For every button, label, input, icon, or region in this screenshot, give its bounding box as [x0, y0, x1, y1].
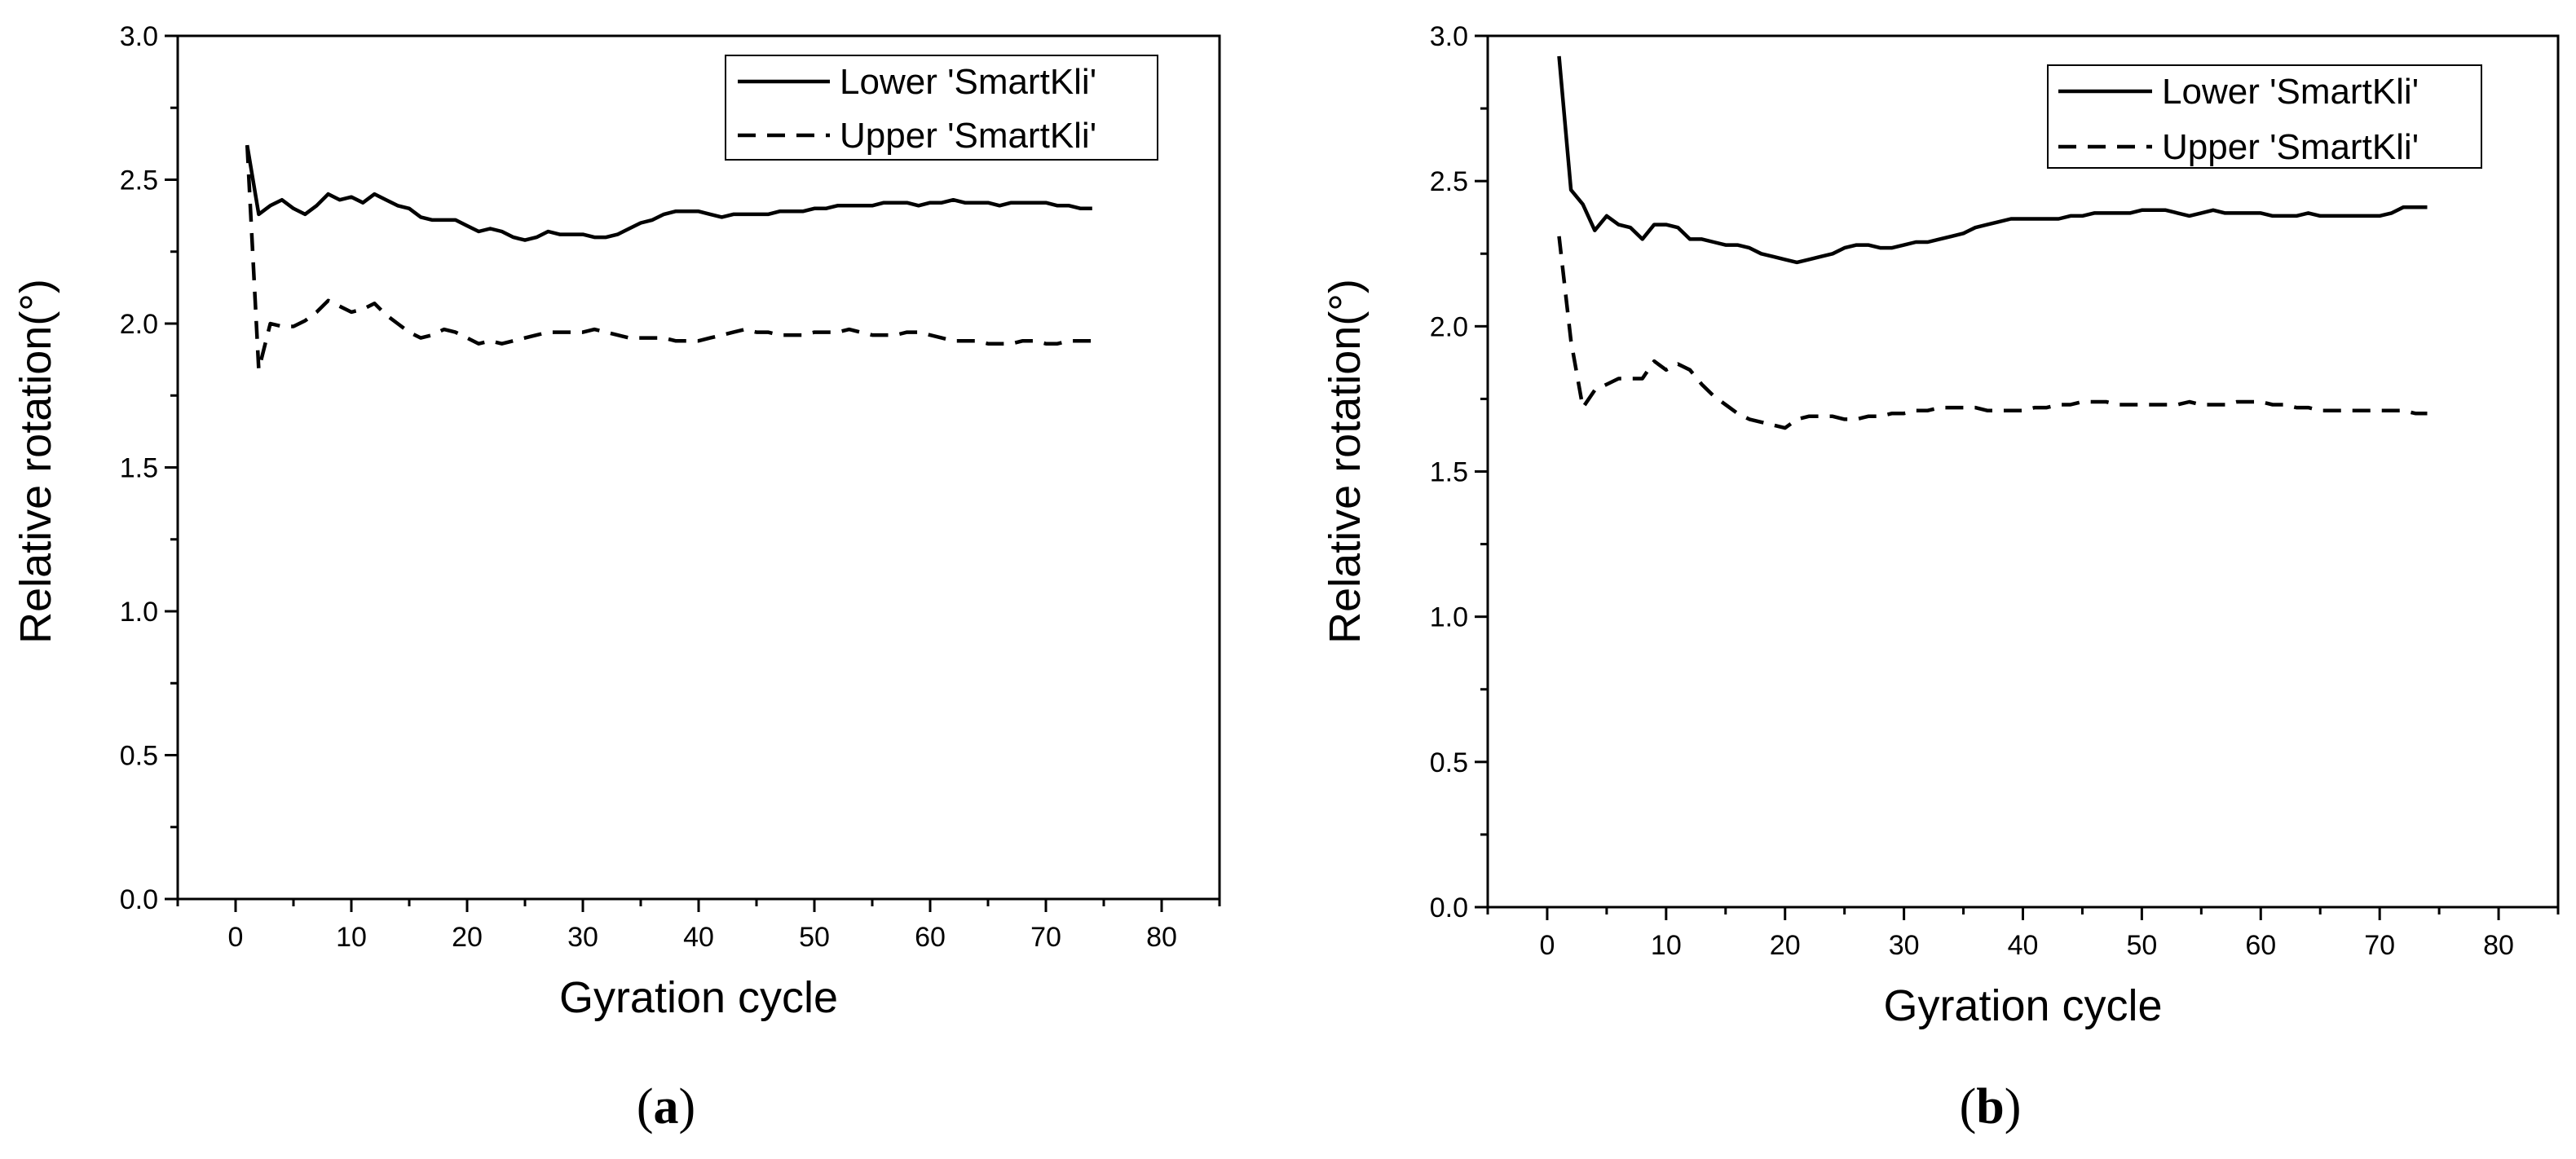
legend-box — [2047, 64, 2482, 169]
x-tick-label: 20 — [1770, 930, 1801, 961]
x-tick-label: 10 — [1651, 930, 1682, 961]
series-line-lower — [1557, 55, 2428, 265]
y-tick-label: 2.5 — [120, 165, 158, 196]
legend-box — [725, 55, 1158, 161]
x-tick-label: 80 — [2483, 930, 2514, 961]
y-tick-label: 0.5 — [1430, 747, 1468, 778]
y-tick-label: 0.5 — [120, 741, 158, 772]
chart-panel-b: 0.0 0.5 1.0 1.5 2.0 2.5 3.0 0 10 20 30 40 50 60 70 80 Gy… — [1321, 21, 2560, 1135]
x-tick-label: 60 — [2245, 930, 2276, 961]
y-tick-label: 3.0 — [1430, 21, 1468, 52]
y-tick-label: 1.0 — [120, 597, 158, 628]
x-tick-label: 70 — [1030, 922, 1061, 953]
x-tick-label: 50 — [2126, 930, 2157, 961]
legend: Lower 'SmartKli' Upper 'SmartKli' — [2047, 64, 2482, 169]
x-tick-label: 70 — [2364, 930, 2395, 961]
x-tick-label: 0 — [228, 922, 244, 953]
series-line-upper — [245, 144, 1092, 372]
y-tick-label: 1.5 — [120, 453, 158, 484]
plot-frame — [176, 34, 1221, 901]
y-tick-label: 2.5 — [1430, 166, 1468, 197]
series-line-lower — [245, 144, 1092, 242]
y-tick-label: 3.0 — [120, 21, 158, 52]
x-tick-label: 40 — [2008, 930, 2039, 961]
legend-label-upper: Upper 'SmartKli' — [2162, 127, 2419, 167]
x-tick-label: 30 — [567, 922, 598, 953]
x-tick-label: 40 — [683, 922, 714, 953]
y-tick-label: 2.0 — [1430, 311, 1468, 342]
x-tick-label: 10 — [336, 922, 367, 953]
y-tick-label: 0.0 — [1430, 892, 1468, 923]
legend-label-lower: Lower 'SmartKli' — [2162, 72, 2419, 112]
x-axis-label: Gyration cycle — [559, 973, 838, 1022]
legend-label-upper: Upper 'SmartKli' — [840, 116, 1096, 156]
x-tick-label: 0 — [1539, 930, 1555, 961]
legend: Lower 'SmartKli' Upper 'SmartKli' — [725, 55, 1158, 161]
legend-label-lower: Lower 'SmartKli' — [840, 62, 1096, 102]
panel-label: (b) — [1960, 1079, 2022, 1135]
y-axis-label: Relative rotation(°) — [1321, 279, 1370, 644]
chart-panel-a: 0.0 0.5 1.0 1.5 2.0 2.5 3.0 0 10 20 30 40 50 60 70 80 Gy… — [11, 21, 1221, 1135]
x-tick-label: 60 — [915, 922, 946, 953]
y-tick-label: 0.0 — [120, 884, 158, 915]
x-tick-label: 80 — [1146, 922, 1177, 953]
x-tick-label: 50 — [799, 922, 830, 953]
panel-label: (a) — [637, 1079, 695, 1135]
y-axis-label: Relative rotation(°) — [11, 279, 60, 644]
y-tick-label: 1.5 — [1430, 457, 1468, 488]
x-axis-label: Gyration cycle — [1883, 981, 2162, 1030]
series-line-upper — [1557, 236, 2428, 430]
y-tick-label: 1.0 — [1430, 602, 1468, 633]
y-tick-label: 2.0 — [120, 309, 158, 340]
x-tick-label: 20 — [452, 922, 483, 953]
x-tick-label: 30 — [1889, 930, 1920, 961]
